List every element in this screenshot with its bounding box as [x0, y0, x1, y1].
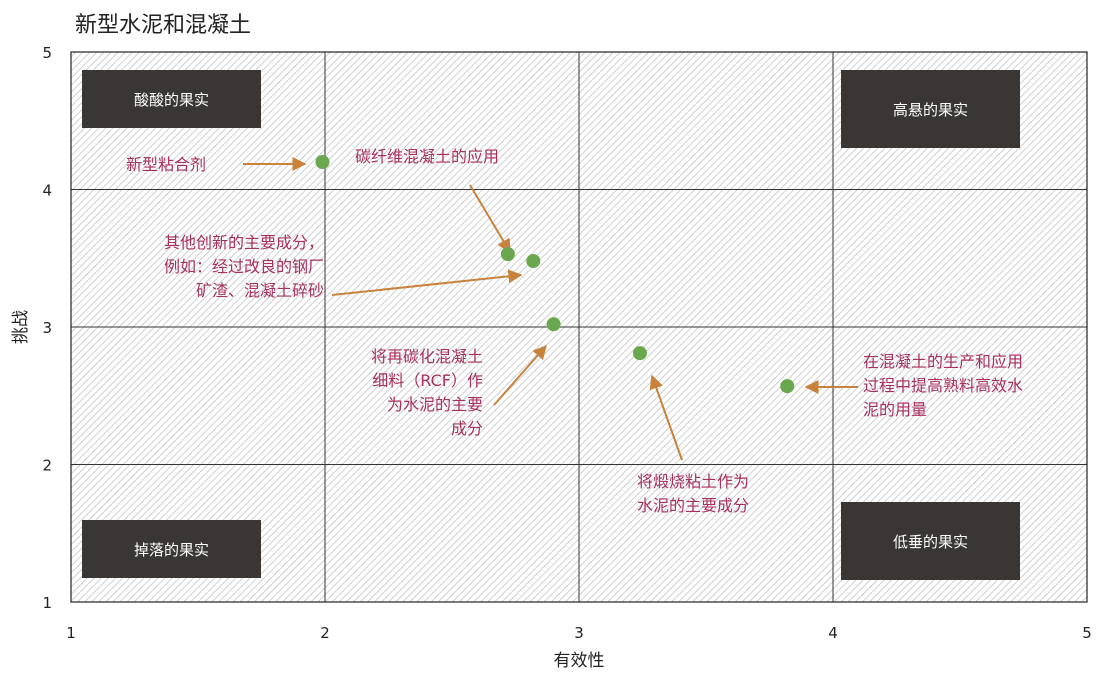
annotation-label: 在混凝土的生产和应用 — [863, 352, 1023, 371]
annotation-label: 将再碳化混凝土 — [371, 347, 483, 366]
y-axis-label: 挑战 — [11, 310, 31, 344]
annotation-label: 细料（RCF）作 — [372, 371, 483, 390]
annotation-label: 水泥的主要成分 — [637, 496, 749, 515]
annotation-label: 碳纤维混凝土的应用 — [355, 147, 499, 166]
x-tick-label: 3 — [574, 624, 584, 642]
plot-border — [70, 51, 1088, 603]
x-tick-label: 2 — [320, 624, 330, 642]
annotation-label: 矿渣、混凝土碎砂 — [196, 281, 324, 300]
annotation-label: 泥的用量 — [863, 400, 927, 419]
annotation-arrow — [649, 374, 683, 461]
x-axis-label: 有效性 — [554, 651, 605, 671]
chart-title: 新型水泥和混凝土 — [75, 13, 251, 38]
data-point — [315, 155, 330, 169]
annotation-label: 为水泥的主要 — [387, 395, 483, 414]
annotation-arrows — [243, 157, 858, 461]
annotation-label: 将煅烧粘土作为 — [637, 472, 749, 491]
data-point — [632, 346, 647, 361]
x-tick-label: 5 — [1082, 624, 1092, 642]
y-tick-label: 1 — [42, 594, 52, 612]
annotation-arrow — [331, 269, 523, 296]
annotation-arrow — [493, 344, 547, 406]
x-tick-labels: 1 2 3 4 5 — [66, 624, 1092, 642]
data-point — [526, 254, 541, 268]
quadrant-label: 掉落的果实 — [134, 541, 209, 559]
quadrant-label: 高悬的果实 — [893, 101, 968, 119]
data-point — [780, 379, 795, 394]
data-point — [546, 317, 561, 332]
annotation-arrow — [469, 184, 511, 254]
x-tick-label: 4 — [828, 624, 838, 642]
y-tick-label: 2 — [42, 457, 52, 475]
x-tick-label: 1 — [66, 624, 76, 642]
quadrant-label-box — [82, 70, 261, 128]
data-point — [500, 247, 515, 262]
annotation-label: 例如：经过改良的钢厂 — [164, 257, 324, 276]
annotation-label: 其他创新的主要成分， — [164, 233, 324, 252]
quadrant-label-box — [841, 70, 1020, 148]
quadrant-label-box — [82, 520, 261, 578]
y-tick-label: 5 — [42, 44, 52, 62]
annotation-label: 新型粘合剂 — [126, 155, 206, 174]
y-tick-label: 3 — [42, 319, 52, 337]
quadrant-label-box — [841, 502, 1020, 580]
annotation-label: 成分 — [451, 419, 483, 438]
grid — [71, 52, 1087, 602]
y-tick-label: 4 — [42, 182, 52, 200]
annotation-label: 过程中提高熟料高效水 — [863, 376, 1023, 395]
quadrant-label: 低垂的果实 — [893, 533, 968, 551]
quadrant-label: 酸酸的果实 — [134, 91, 209, 109]
y-tick-labels: 1 2 3 4 5 — [42, 44, 52, 612]
data-points — [315, 155, 795, 394]
